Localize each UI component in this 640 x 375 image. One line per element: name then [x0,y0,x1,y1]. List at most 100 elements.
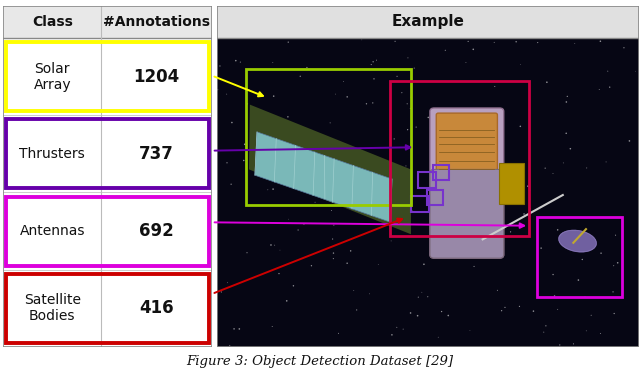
Point [422,294,433,300]
Bar [427,190,443,205]
Point [242,250,252,256]
Point [506,169,516,175]
Point [609,263,619,269]
Bar [3,115,212,192]
Point [282,298,292,304]
Point [605,84,615,90]
Point [280,13,290,19]
Point [558,160,568,166]
Point [244,87,254,93]
Bar [246,69,411,205]
Point [386,238,396,244]
Point [222,280,232,286]
Point [346,248,356,254]
Point [595,330,605,336]
Point [283,114,293,120]
Point [328,236,338,242]
Point [500,304,510,310]
Point [284,216,294,222]
Point [454,117,465,123]
Point [555,342,565,348]
Point [568,341,579,347]
Point [262,187,273,193]
Point [461,217,472,223]
Point [601,159,611,165]
Point [479,154,490,160]
Text: #Annotations: #Annotations [103,15,210,29]
Point [603,68,613,74]
Point [299,221,309,227]
Point [411,124,421,130]
Point [241,24,252,30]
Bar [3,270,212,347]
Point [624,138,634,144]
Point [511,39,521,45]
Point [490,84,500,90]
Bar [418,172,436,188]
Point [433,232,443,238]
Point [623,25,634,31]
Point [539,329,549,335]
Polygon shape [255,132,392,222]
Point [257,173,267,179]
Point [406,310,416,316]
Point [390,38,400,44]
Point [267,324,277,330]
Point [552,227,563,233]
Point [242,101,252,107]
Point [432,222,442,228]
Point [523,183,533,189]
Point [239,158,249,164]
Point [281,178,291,184]
Point [274,271,284,277]
Point [497,308,507,314]
Point [548,170,558,176]
Point [548,26,558,32]
Point [402,101,412,107]
Point [403,127,413,133]
Point [239,141,250,147]
Point [369,76,379,82]
Point [344,169,355,175]
Point [333,330,344,336]
Point [367,100,378,106]
Point [364,190,374,196]
Point [431,126,442,132]
Point [356,37,367,43]
Point [541,79,552,85]
Point [222,160,232,166]
Point [342,260,352,266]
Point [328,256,339,262]
Bar [6,196,209,266]
Point [407,13,417,20]
Text: Antennas: Antennas [19,224,85,238]
Point [310,199,320,205]
Point [551,18,561,24]
Point [371,57,381,63]
Bar [411,196,429,212]
Point [389,136,399,142]
Point [506,229,516,235]
Point [409,65,419,71]
Point [440,47,451,53]
Point [423,114,433,120]
Point [517,21,527,27]
Point [269,93,279,99]
Point [368,59,378,65]
Point [495,183,506,189]
Point [465,239,476,245]
Point [221,91,232,97]
Point [562,93,572,99]
Point [314,174,324,180]
Point [529,308,539,314]
Point [540,165,550,171]
Point [283,39,293,45]
Text: Figure 3: Object Detection Dataset [29]: Figure 3: Object Detection Dataset [29] [186,355,454,368]
Point [550,293,560,299]
Point [372,199,383,205]
Point [298,129,308,135]
Point [596,250,606,256]
Point [565,146,575,152]
Point [612,260,623,266]
Point [362,101,372,107]
